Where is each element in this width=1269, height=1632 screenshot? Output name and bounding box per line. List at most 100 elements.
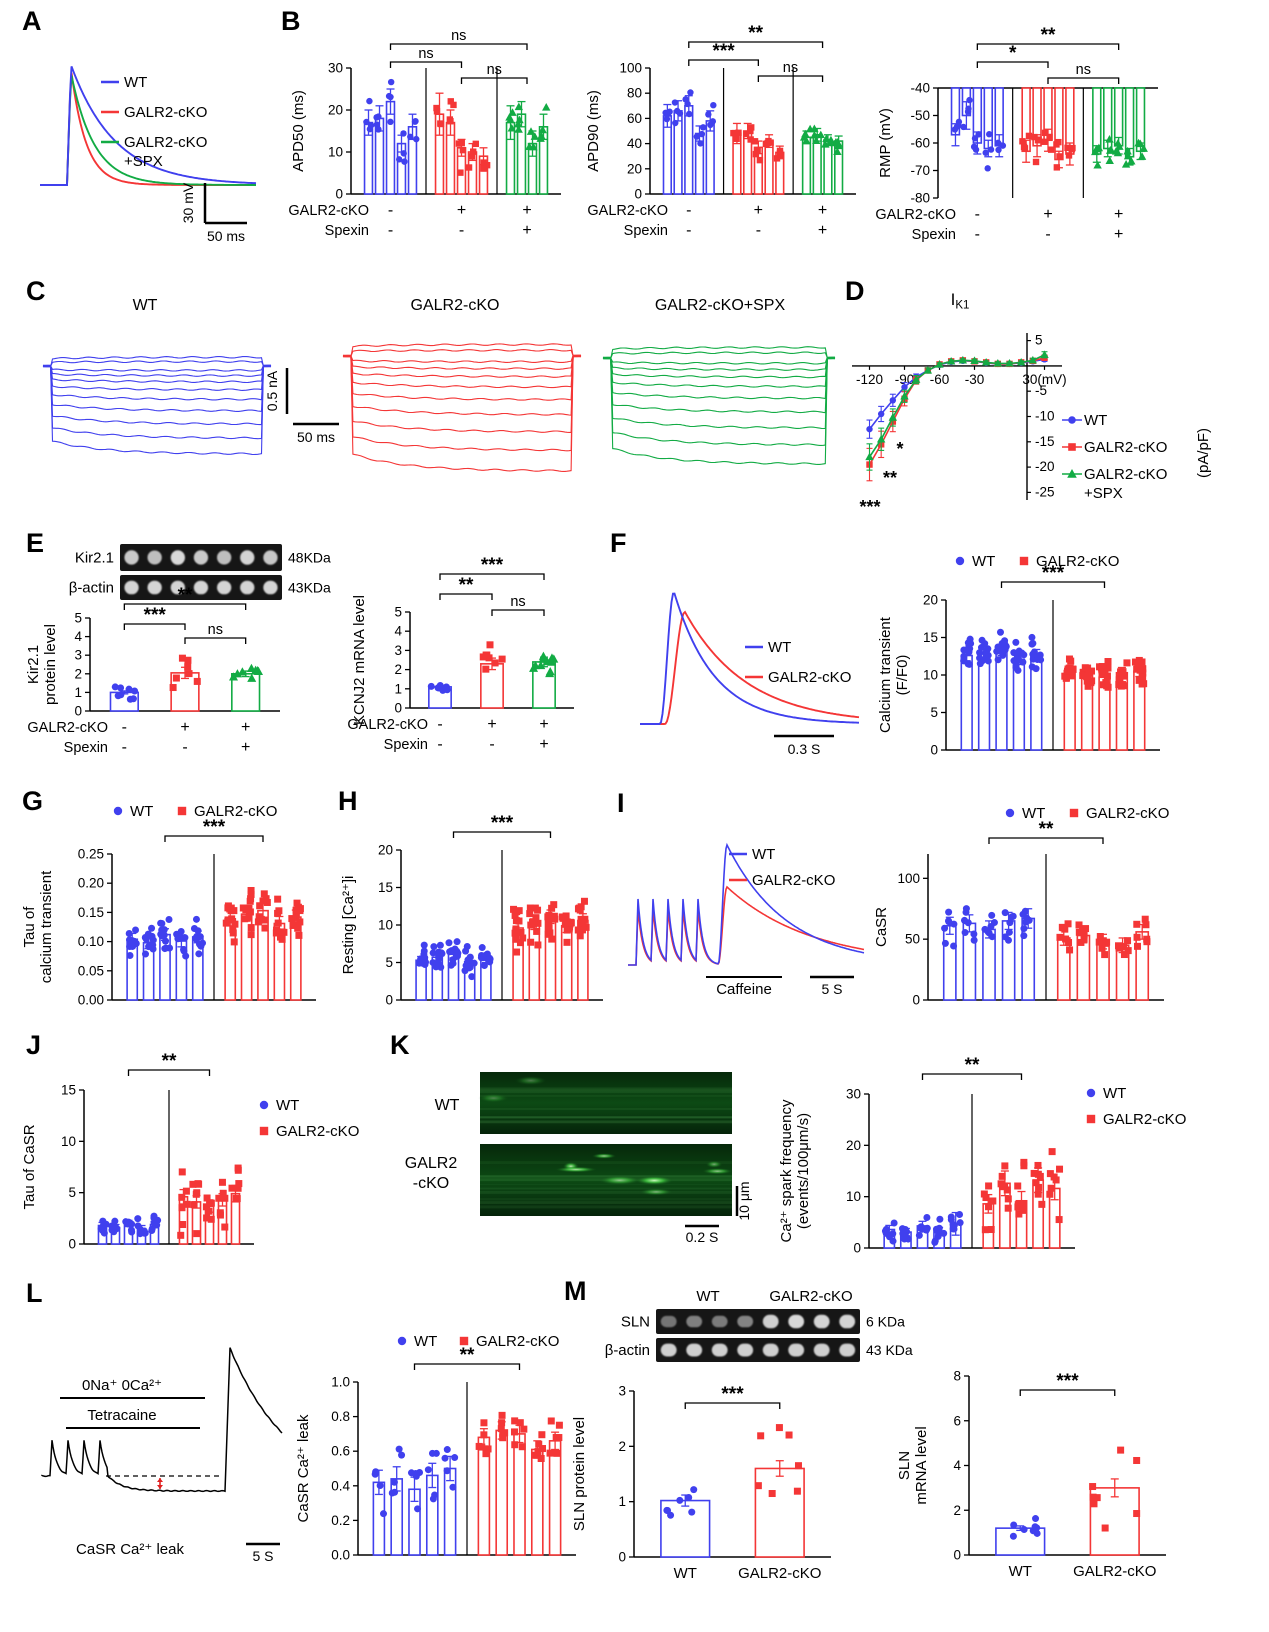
data-point bbox=[1143, 935, 1151, 943]
data-point bbox=[195, 1180, 203, 1188]
data-point bbox=[1050, 1173, 1058, 1181]
data-point bbox=[1099, 681, 1107, 689]
data-point bbox=[545, 668, 555, 678]
data-point bbox=[1019, 910, 1027, 918]
data-point bbox=[179, 1221, 187, 1229]
data-point bbox=[449, 959, 457, 967]
panel-m-sln-mrna-chart: 0 2 4 6 8 SLN mRNA level *** WT GALR2-cKO bbox=[896, 1369, 1166, 1580]
current-trace bbox=[342, 354, 582, 401]
data-point bbox=[247, 886, 255, 894]
blot-band bbox=[839, 1314, 856, 1329]
x-row-label: GALR2-cKO bbox=[587, 203, 668, 219]
data-point bbox=[982, 1194, 990, 1202]
data-point bbox=[1064, 667, 1072, 675]
data-point bbox=[1032, 158, 1040, 166]
data-point bbox=[1048, 1148, 1056, 1156]
data-point bbox=[169, 684, 177, 692]
data-point bbox=[730, 129, 737, 137]
data-point bbox=[987, 1197, 995, 1205]
data-point bbox=[215, 1194, 223, 1202]
y-tick-label: 15 bbox=[923, 630, 938, 645]
data-point bbox=[1111, 147, 1121, 155]
data-point bbox=[1046, 1170, 1054, 1178]
blot-header: GALR2-cKO bbox=[769, 1288, 852, 1305]
y-tick-label: 3 bbox=[618, 1384, 626, 1399]
y-tick-label: 1 bbox=[74, 685, 82, 700]
x-row-value: + bbox=[457, 202, 466, 219]
data-point bbox=[1133, 1456, 1141, 1464]
data-point bbox=[775, 1424, 783, 1432]
x-row-value: + bbox=[818, 202, 827, 219]
legend-label: WT bbox=[130, 803, 153, 820]
data-point bbox=[145, 942, 153, 950]
calcium-spark bbox=[639, 1188, 673, 1196]
data-point bbox=[194, 927, 202, 935]
y-tick-label: 0.6 bbox=[331, 1444, 350, 1459]
data-point bbox=[1005, 928, 1013, 936]
data-point bbox=[865, 452, 874, 461]
current-trace bbox=[42, 360, 272, 368]
data-point bbox=[177, 1231, 185, 1239]
data-point bbox=[514, 125, 523, 133]
x-row-value: - bbox=[756, 222, 761, 239]
y-tick-label: 15 bbox=[61, 1083, 76, 1098]
data-point bbox=[234, 1166, 242, 1174]
data-point bbox=[486, 641, 494, 649]
panel-d-ik1-iv-chart: -120 -90 -60 -30 30(mV)5-5-10-15-20-25IK1***… bbox=[852, 290, 1212, 517]
blot-row-label: β-actin bbox=[69, 580, 114, 597]
data-point bbox=[666, 108, 673, 115]
data-point bbox=[1016, 357, 1026, 366]
legend-label: GALR2-cKO bbox=[476, 1333, 559, 1350]
data-point bbox=[530, 920, 538, 928]
y-tick-label: 30 bbox=[328, 61, 343, 76]
data-point bbox=[1014, 655, 1022, 663]
data-point bbox=[160, 926, 168, 934]
data-point bbox=[1104, 658, 1112, 666]
y-axis-label: CaSR bbox=[873, 907, 890, 947]
data-point bbox=[235, 1180, 243, 1188]
data-point bbox=[132, 926, 140, 934]
y-tick-label: 1.0 bbox=[331, 1375, 350, 1390]
y-tick-label: 2 bbox=[953, 1503, 961, 1518]
data-point bbox=[530, 660, 540, 670]
data-point bbox=[970, 936, 978, 944]
x-row-label: Spexin bbox=[384, 737, 428, 753]
data-point bbox=[148, 1225, 156, 1233]
y-tick-label: 6 bbox=[953, 1413, 961, 1428]
data-point bbox=[190, 1201, 198, 1209]
scale-bar-label: 10 μm bbox=[736, 1181, 752, 1220]
data-point bbox=[373, 121, 381, 128]
y-tick-label: 50 bbox=[905, 932, 920, 947]
blot-band bbox=[263, 580, 278, 595]
blot-band bbox=[711, 1343, 728, 1357]
data-point bbox=[261, 924, 269, 932]
data-point bbox=[296, 918, 304, 926]
data-point bbox=[885, 1233, 893, 1241]
data-point bbox=[1046, 133, 1053, 141]
trace-group-title: GALR2-cKO bbox=[411, 297, 500, 314]
data-point bbox=[482, 665, 490, 673]
y-axis-label: RMP (mV) bbox=[877, 108, 894, 178]
data-point bbox=[577, 915, 585, 923]
data-point bbox=[441, 1454, 449, 1462]
y-tick-label: 4 bbox=[953, 1458, 961, 1473]
data-point bbox=[984, 657, 992, 665]
current-trace bbox=[42, 355, 272, 368]
data-point bbox=[1120, 951, 1128, 959]
y-tick-label: 20 bbox=[846, 1138, 861, 1153]
panel-l-leak-protocol-trace: 0Na⁺ 0Ca²⁺ Tetracaine CaSR Ca²⁺ leak 5 S bbox=[41, 1347, 283, 1564]
data-point bbox=[513, 948, 521, 956]
data-point bbox=[544, 915, 552, 923]
data-point bbox=[292, 913, 300, 921]
blot-band bbox=[686, 1315, 703, 1328]
panel-f-calcium-transient-traces: 0.3 S WT GALR2-cKO bbox=[640, 592, 860, 757]
data-point bbox=[274, 919, 282, 927]
y-tick-label: 5 bbox=[1035, 333, 1043, 348]
data-point bbox=[400, 150, 407, 157]
y-tick-label: 15 bbox=[378, 880, 393, 895]
data-point bbox=[491, 659, 499, 667]
y-axis-label: Tau of bbox=[21, 906, 38, 948]
x-row-value: + bbox=[241, 719, 250, 736]
data-point bbox=[574, 926, 582, 934]
data-point bbox=[1019, 1206, 1027, 1214]
